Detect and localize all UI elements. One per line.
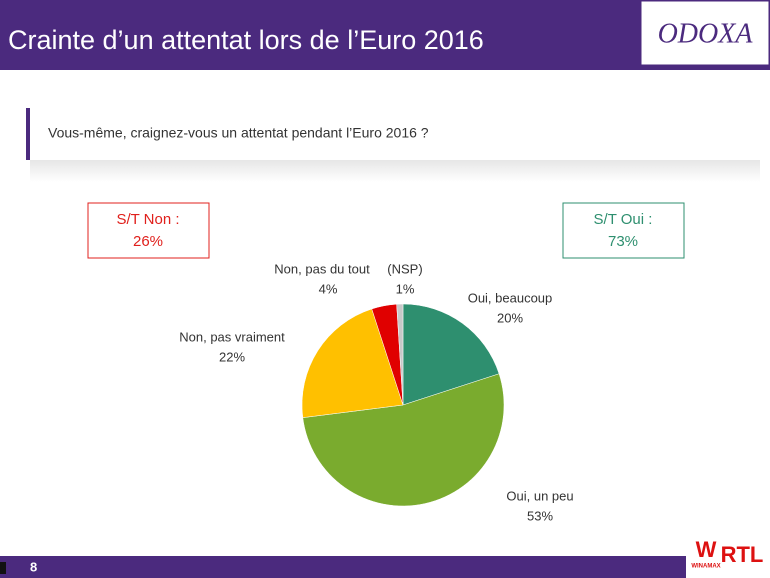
pie-slice xyxy=(302,373,505,507)
brand: RTL xyxy=(721,542,764,567)
slice-label: Oui, beaucoup xyxy=(468,290,553,305)
slice-label: Oui, un peu xyxy=(506,488,573,503)
summary-box xyxy=(87,202,210,259)
summary-value: 26% xyxy=(133,233,163,250)
footer-band xyxy=(0,556,770,578)
footer-marker xyxy=(0,562,6,574)
page-number: 8 xyxy=(30,559,37,574)
pie-slice xyxy=(301,308,404,418)
slice-value-label: 1% xyxy=(396,281,415,296)
slice-label: Non, pas vraiment xyxy=(179,329,285,344)
question: Vous-même, craignez-vous un attentat pen… xyxy=(48,125,429,141)
slice-value-label: 53% xyxy=(527,508,553,523)
summary-box xyxy=(562,202,685,259)
question-shadow xyxy=(30,160,760,182)
summary-label: S/T Non : xyxy=(116,211,179,228)
pie-slice xyxy=(402,303,500,406)
logo-box xyxy=(638,0,770,68)
sponsor-mark: W xyxy=(696,537,717,562)
slice-label: (NSP) xyxy=(387,261,422,276)
question-bar xyxy=(26,108,30,160)
logo: ODOXA xyxy=(658,18,754,49)
slice-value-label: 4% xyxy=(319,281,338,296)
slice-value-label: 20% xyxy=(497,310,523,325)
title: Crainte d’un attentat lors de l’Euro 201… xyxy=(8,25,484,55)
sponsor: WINAMAX xyxy=(691,564,720,570)
pie-chart: S/T Non : 26% S/T Oui : 73% Oui, beaucoup 20%… xyxy=(87,202,685,523)
slice-label: Non, pas du tout xyxy=(274,261,370,276)
brand-box xyxy=(686,540,770,578)
summary-value: 73% xyxy=(608,233,638,250)
pie-slice xyxy=(396,303,404,406)
slice-value-label: 22% xyxy=(219,349,245,364)
summary-label: S/T Oui : xyxy=(594,211,653,228)
